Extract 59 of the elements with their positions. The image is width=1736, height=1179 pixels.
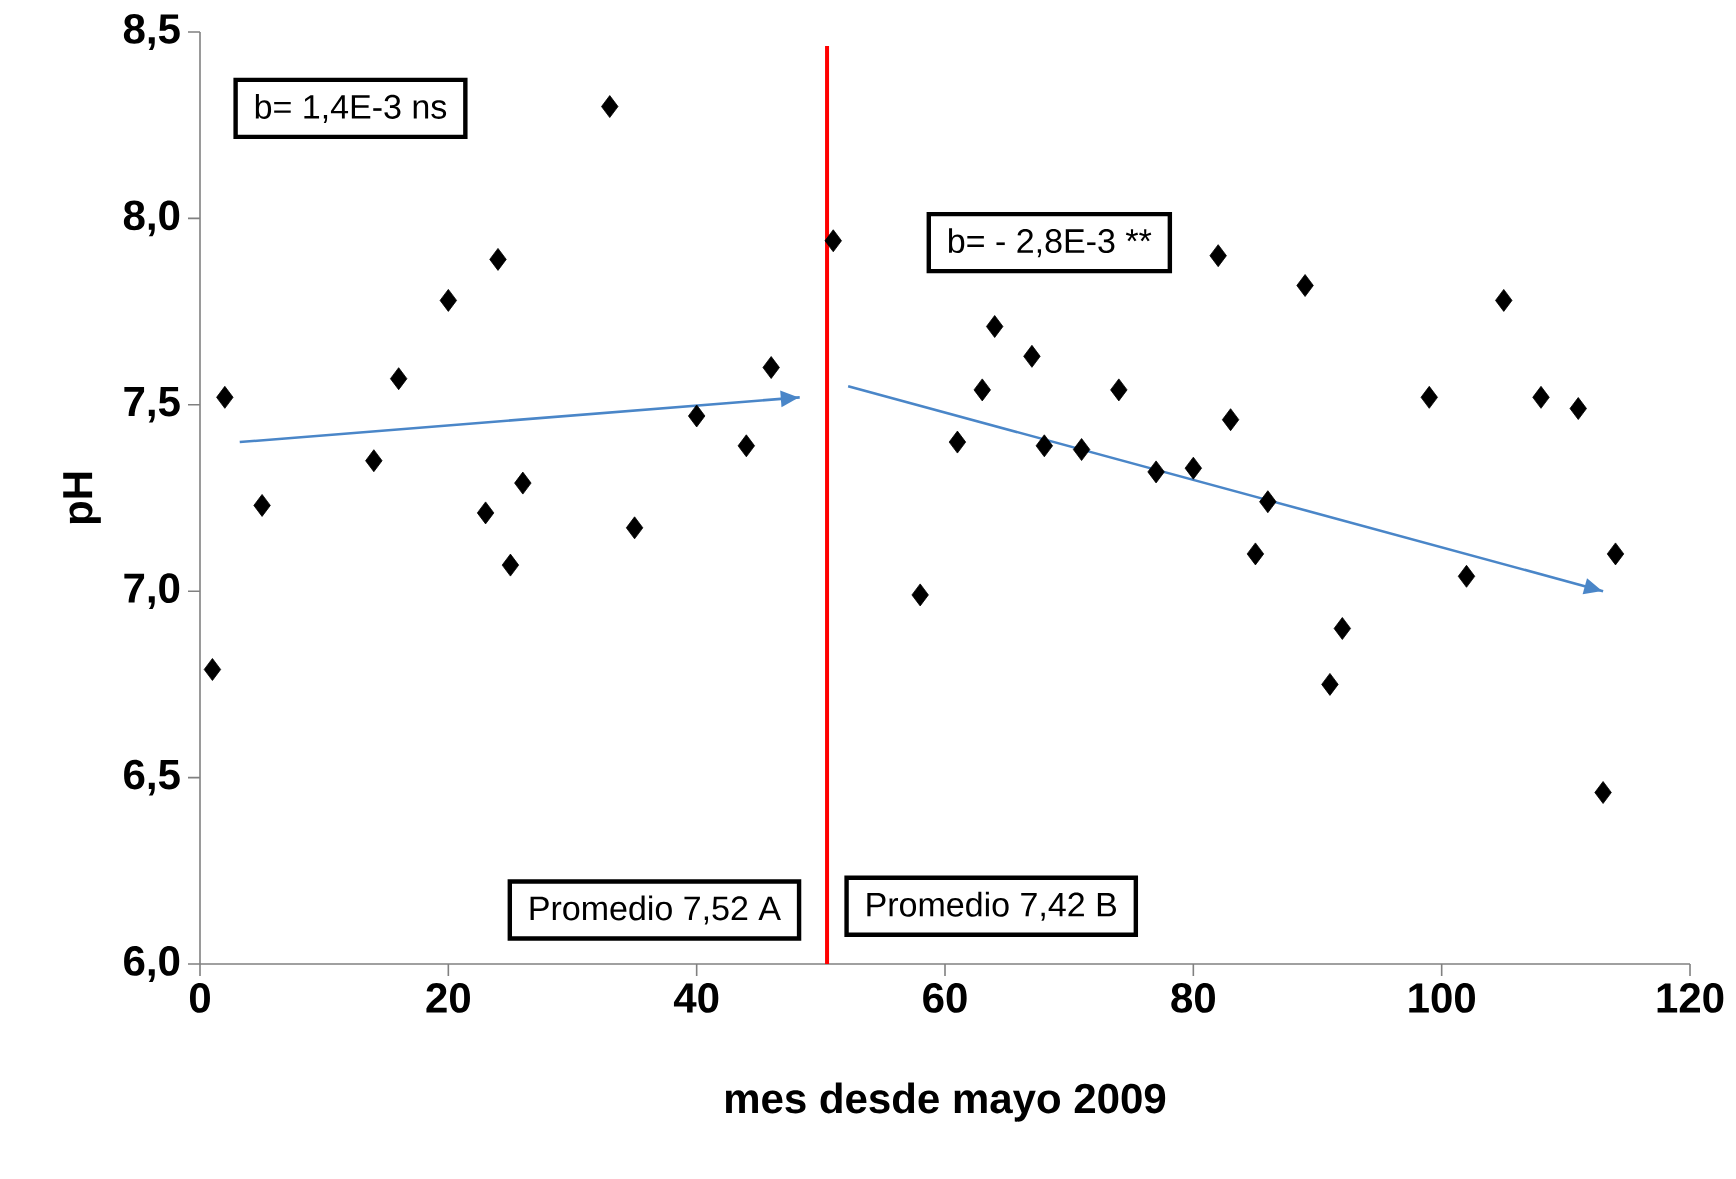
x-axis-title: mes desde mayo 2009	[725, 1082, 1166, 1122]
y-tick-label: 6,5	[124, 759, 180, 796]
point	[1259, 490, 1277, 514]
point	[1246, 542, 1265, 566]
point	[1420, 385, 1438, 409]
point	[1209, 244, 1227, 268]
point	[1333, 617, 1351, 640]
y-tick-label: 6,0	[124, 946, 180, 982]
point	[1221, 408, 1240, 432]
point	[1594, 781, 1612, 804]
y-axis-title: pH	[63, 472, 101, 524]
point	[737, 434, 755, 458]
y-tick-label: 8,0	[123, 200, 180, 237]
point	[203, 658, 222, 681]
x-tick-label: 120	[1657, 983, 1724, 1013]
point	[1072, 438, 1091, 461]
point	[1035, 434, 1053, 458]
point	[501, 553, 520, 577]
point	[973, 378, 991, 402]
point	[439, 289, 457, 312]
x-tick-label: 100	[1409, 983, 1475, 1013]
point	[365, 449, 383, 473]
point	[986, 315, 1004, 338]
x-tick-label: 40	[673, 983, 719, 1013]
x-tick-label: 80	[1171, 983, 1215, 1013]
point	[1296, 274, 1314, 297]
point	[476, 501, 495, 525]
point	[1457, 564, 1476, 588]
point	[1110, 378, 1128, 402]
x-tick-label: 20	[426, 983, 470, 1013]
point	[1321, 673, 1339, 696]
point	[489, 248, 507, 271]
x-tick-label: 0	[189, 983, 210, 1013]
point	[762, 356, 780, 379]
point	[1532, 385, 1550, 409]
point	[1147, 460, 1165, 484]
point	[1184, 456, 1202, 480]
point	[688, 404, 706, 428]
point	[911, 583, 929, 607]
y-tick-label: 7,5	[124, 387, 180, 423]
point	[601, 95, 619, 118]
point	[824, 229, 842, 253]
point	[514, 471, 532, 495]
point	[216, 385, 234, 409]
point	[1495, 289, 1513, 312]
annotation: Promedio 7,52 A	[530, 895, 781, 925]
annotation: Promedio 7,42 B	[867, 891, 1116, 921]
annotation: b= - 2,8E-3 **	[948, 228, 1152, 258]
point	[1606, 542, 1625, 566]
annotation: b= 1,4E-3 ns	[255, 93, 447, 123]
x-tick-label: 60	[923, 983, 967, 1013]
point	[253, 494, 271, 517]
point	[1569, 397, 1587, 420]
y-tick-label: 7,0	[124, 573, 180, 610]
y-tick-label: 8,5	[123, 14, 180, 50]
point	[390, 367, 408, 391]
point	[948, 430, 967, 454]
point	[625, 516, 644, 540]
point	[1023, 344, 1041, 368]
